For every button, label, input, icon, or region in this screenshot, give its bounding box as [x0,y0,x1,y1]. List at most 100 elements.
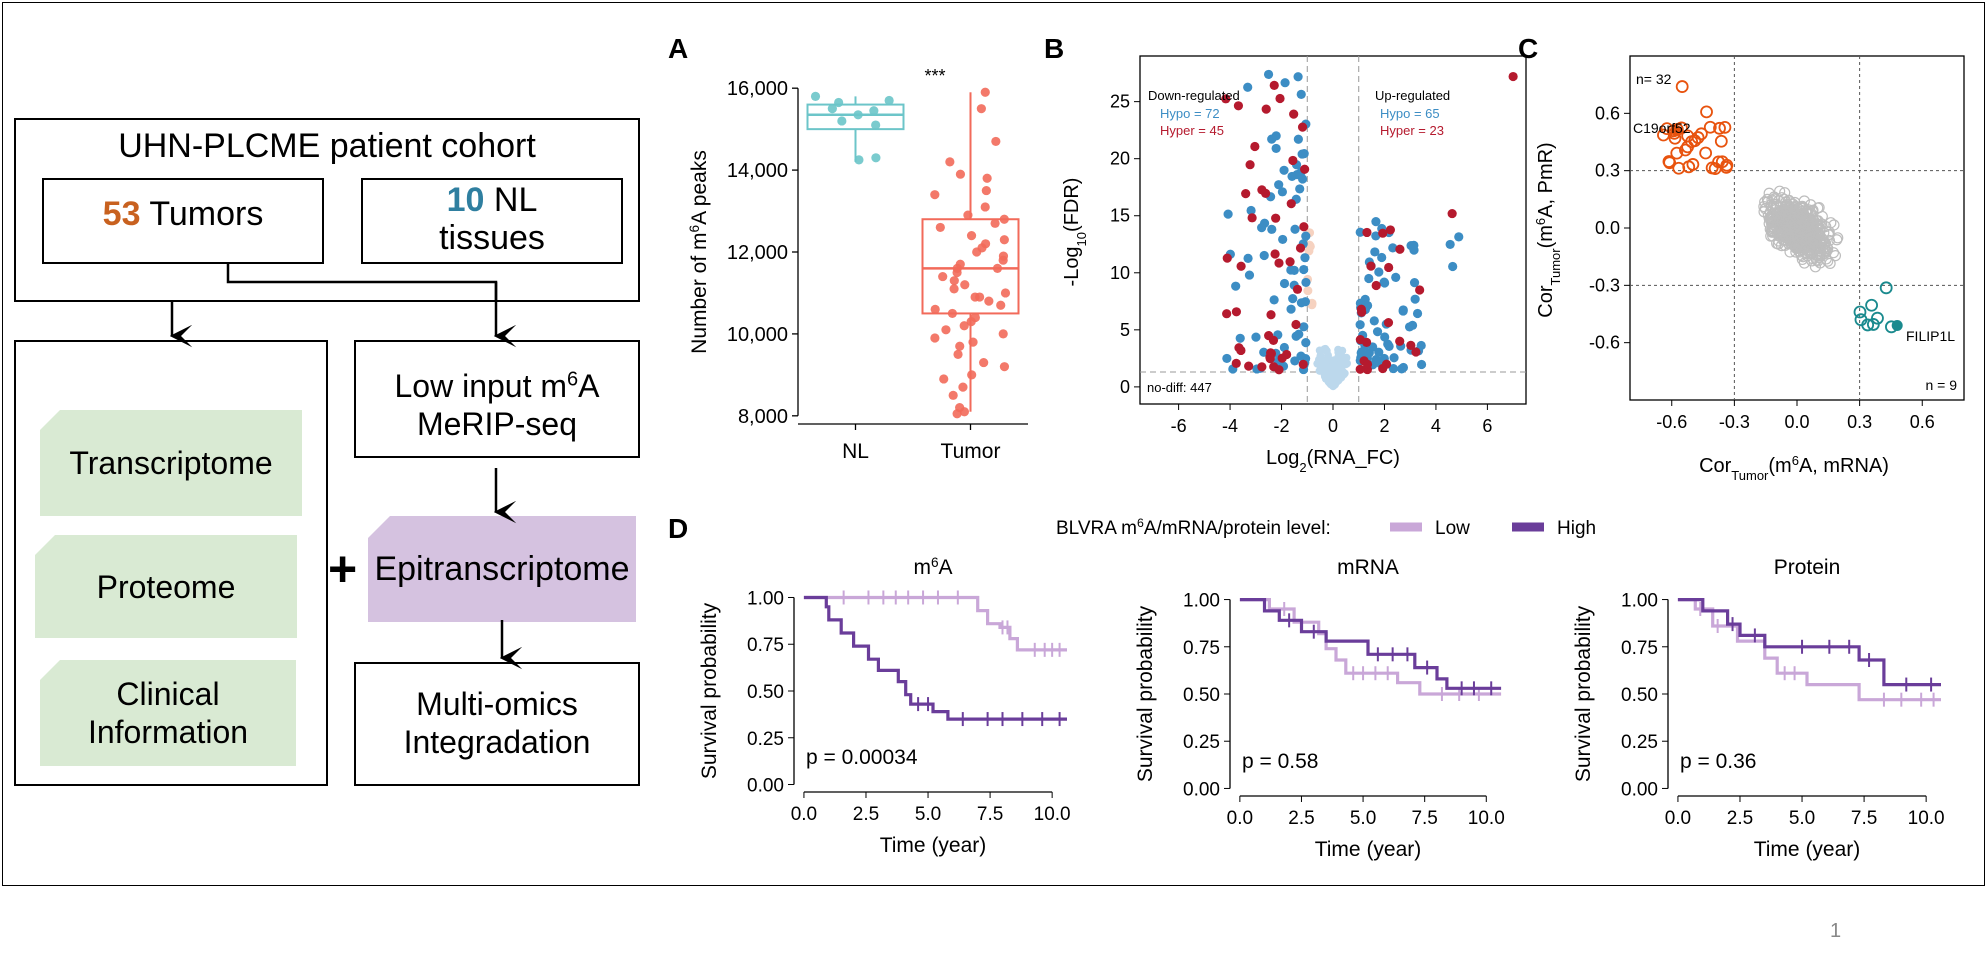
panel-c-point-gray [1779,231,1792,243]
panel-c-point-gray [1765,199,1777,211]
km-x-label: Time (year) [1754,838,1861,861]
panel-b-point-hypo [1278,234,1288,245]
proteome-label: Proteome [96,568,236,605]
panel-d-legend-title-part-1: 6 [1137,516,1144,530]
panel-c-y-label-part-2: (m [1535,225,1557,248]
panel-b-point-hypo [1301,338,1311,348]
clinical-info-tag: Clinical Information [40,660,296,766]
panel-a-y-tick-label: 10,000 [727,324,788,346]
panel-c-point-gray [1766,225,1778,238]
nl-count: 10 [446,181,485,219]
panel-c-point-top [1712,155,1725,169]
panel-c-point-gray [1788,203,1800,215]
panel-c-point-bottom [1853,305,1867,319]
transcriptome-label: Transcriptome [69,445,273,481]
panel-c-x-label: CorTumor(m6A, mRNA) [1699,453,1889,483]
panel-b-point-hyper [1269,80,1279,90]
panel-c-point-gray [1797,239,1809,251]
panel-a-point [990,218,1000,228]
panel-b-point-hyper [1222,253,1232,263]
panel-b-x-tick-label: 4 [1431,416,1441,436]
panel-a-point [999,214,1009,224]
panel-b-point-hyper [1357,307,1367,317]
panel-c-point-top [1675,80,1689,93]
plus-sign: + [328,541,358,597]
panel-b-point-hyper [1383,317,1394,328]
panel-b-point-nodiff [1330,380,1339,389]
panel-b-point-hyper [1266,348,1277,359]
panel-b-point-hyper [1300,164,1310,174]
panel-a-point [955,341,965,351]
panel-c-point-gray [1799,227,1811,239]
panel-b-point-hyper [1288,155,1298,166]
figure-frame [2,2,1985,886]
km-plot-title: m6A [913,555,952,580]
panel-b-point-hypo [1445,239,1455,250]
panel-b-point-hypo [1244,270,1255,280]
panel-c-point-gray [1769,193,1781,205]
panel-b-point-hypo [1299,149,1309,159]
panel-c-point-gray [1827,247,1840,259]
panel-a-box-nl [806,103,905,131]
panel-b-point-hypo [1271,131,1281,141]
panel-b-point-hyper [1285,257,1295,267]
panel-b-point-hypo [1243,253,1253,263]
panel-c-label-top: C19orf52 [1633,120,1691,136]
panel-c-point-top [1685,135,1699,149]
km-x-tick-label: 5.0 [1350,808,1376,829]
tumors-label: 53 Tumors [42,195,324,233]
panel-c-point-top [1708,162,1722,176]
panel-c-y-tick-label: 0.0 [1595,218,1620,238]
clinical-info-label: Clinical Information [88,675,248,751]
panel-b-point-hypo [1357,347,1367,357]
panel-b-point-nodiff [1322,362,1331,371]
panel-a-point [959,407,970,417]
km-y-tick-label: 0.25 [747,729,784,750]
panel-b-point-hyper [1241,188,1251,199]
panel-a-point [980,87,990,97]
panel-b-point-nodiff [1322,346,1331,355]
panel-b-point-hypo [1374,267,1384,277]
panel-a-point [976,104,986,114]
multiomics-line-1: Multi-omics [416,686,578,722]
panel-b-down-hypo: Hypo = 72 [1160,106,1220,121]
panel-a-point [967,370,977,380]
panel-b-point-nodiff [1334,353,1343,362]
panel-a-point [992,263,1003,273]
panel-b-point-hyper [1270,249,1280,259]
panel-c-point-gray [1775,211,1787,223]
panel-b-point-hypo [1288,293,1298,304]
km-x-tick-label: 10.0 [1468,808,1505,829]
panel-c-point-top [1700,105,1713,119]
panel-a-point [948,390,958,400]
panel-b-up-hypo: Hypo = 65 [1380,106,1440,121]
panel-b-point-hyper [1231,358,1241,369]
panel-c-y-tick-label: 0.3 [1595,161,1620,181]
km-x-tick-label: 10.0 [1034,804,1071,825]
panel-b-point-hyper [1371,280,1381,291]
panel-c-x-tick-label: -0.6 [1656,412,1687,432]
panel-a-box-tumor [921,218,1020,315]
panel-a-point [975,292,985,302]
panel-b-x-tick-label: -2 [1274,416,1290,436]
panel-b-point-hypo [1263,69,1274,80]
panel-b-point-hypo [1296,298,1307,308]
panel-b-point-hypo [1290,356,1300,366]
panel-b-point-hypo [1286,265,1296,275]
panel-c-point-top [1714,134,1728,148]
panel-b-y-tick-label: 10 [1110,263,1130,283]
panel-b-point-hypo [1391,272,1401,282]
panel-c-point-bottom [1865,298,1878,312]
panel-c-point-gray [1767,230,1779,242]
panel-b-point-hypo [1280,78,1290,88]
panel-b-point-hypo [1416,359,1427,370]
panel-b-point-hyper [1275,93,1285,104]
panel-b-point-hypo [1279,165,1289,175]
panel-b-point-hypo [1355,320,1365,330]
panel-b-point-hypo [1300,253,1310,263]
km-x-label: Time (year) [880,834,987,857]
panel-a-significance: *** [924,66,945,86]
km-x-tick-label: 5.0 [1789,808,1815,829]
panel-a-point [953,349,963,359]
panel-b-point-hypo [1388,363,1399,374]
